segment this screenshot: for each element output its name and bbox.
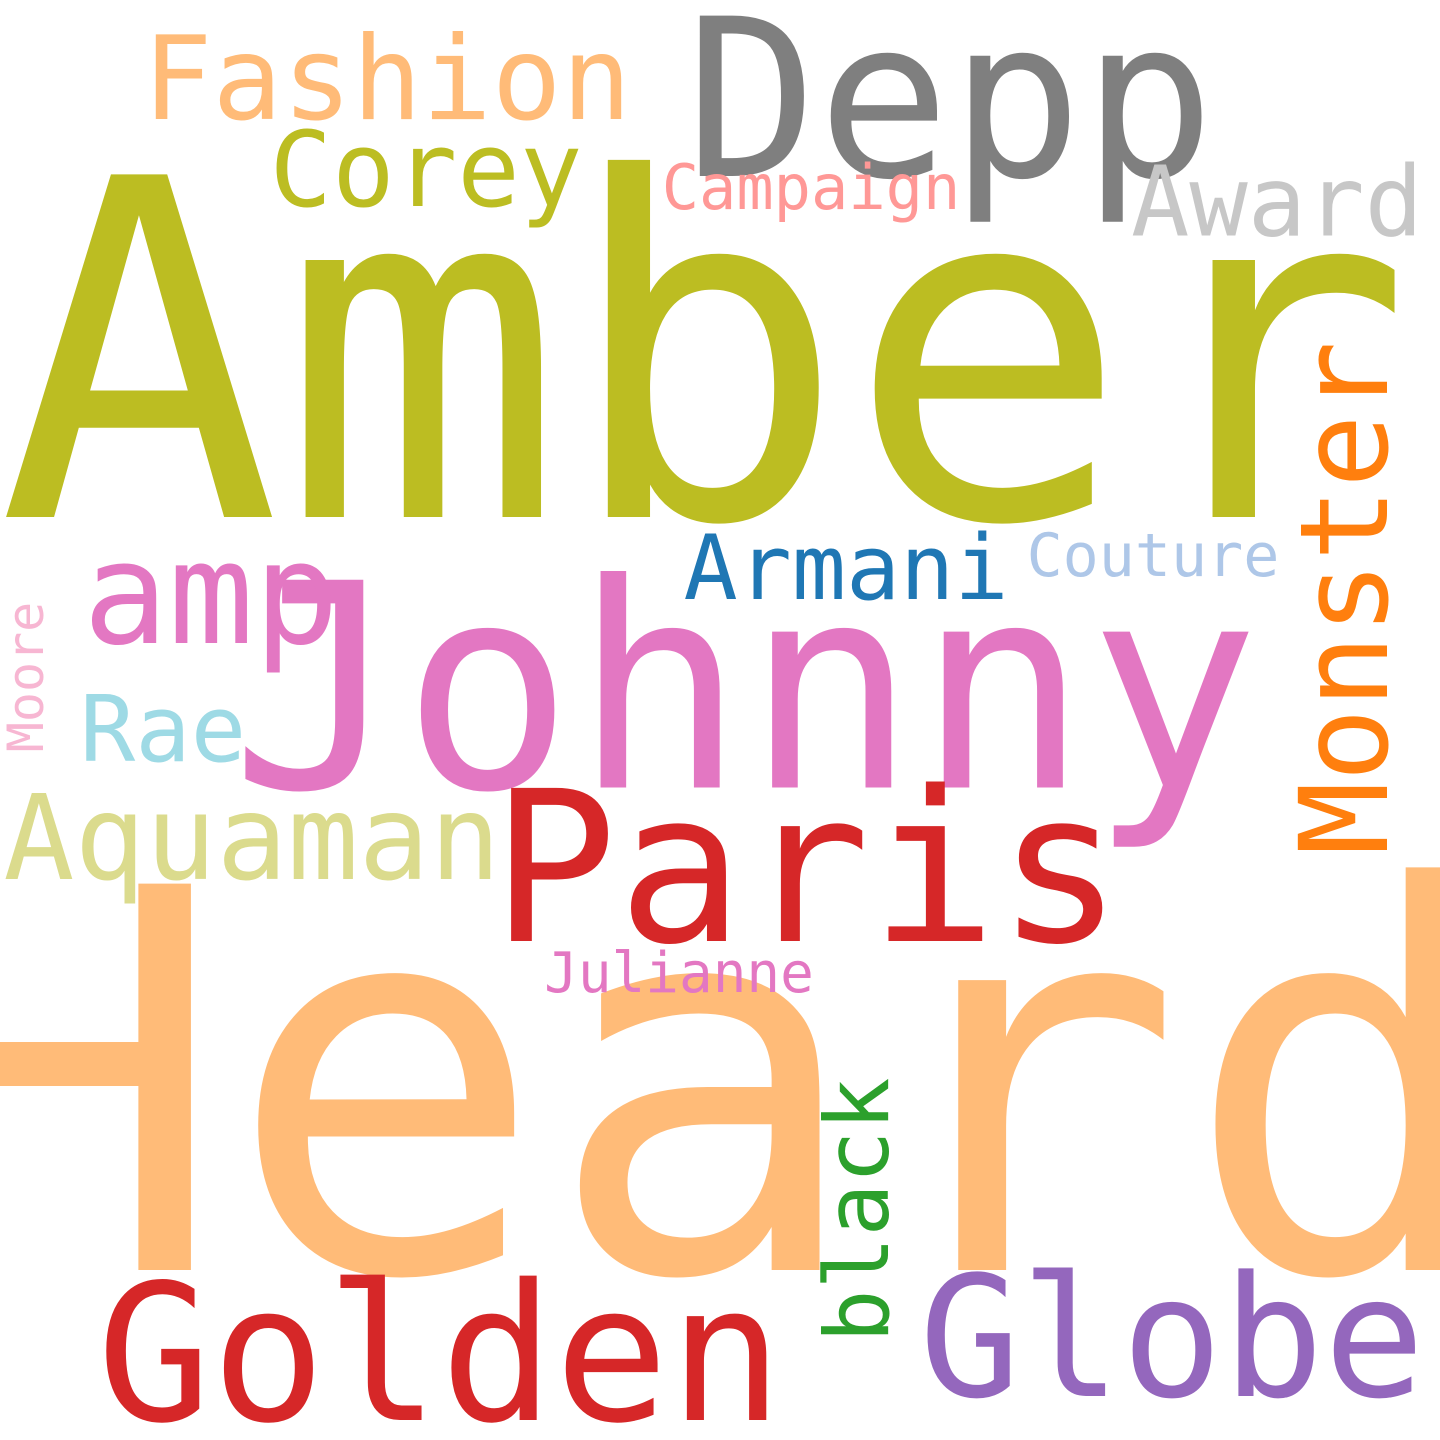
word-amp: amp: [82, 512, 340, 677]
word-golden: Golden: [96, 1244, 784, 1440]
word-corey: Corey: [269, 109, 583, 231]
word-rae: Rae: [79, 676, 247, 783]
word-award: Award: [1131, 145, 1423, 259]
word-heard: Heard: [0, 778, 1440, 1395]
word-aquaman: Aquaman: [3, 769, 501, 907]
word-paris: Paris: [490, 746, 1124, 991]
word-armani: Armani: [683, 516, 1009, 621]
word-johnny: Johnny: [230, 523, 1260, 856]
word-fashion: Fashion: [142, 12, 632, 147]
word-moore: Moore: [0, 601, 55, 753]
word-monster: Monster: [1274, 340, 1416, 856]
word-campaign: Campaign: [661, 151, 961, 224]
word-black: black: [806, 1077, 909, 1343]
word-globe: Globe: [919, 1240, 1425, 1436]
word-amber: Amber: [0, 81, 1413, 628]
word-depp: Depp: [685, 0, 1215, 228]
word-julianne: Julianne: [544, 941, 814, 1006]
word-couture: Couture: [1026, 521, 1280, 591]
